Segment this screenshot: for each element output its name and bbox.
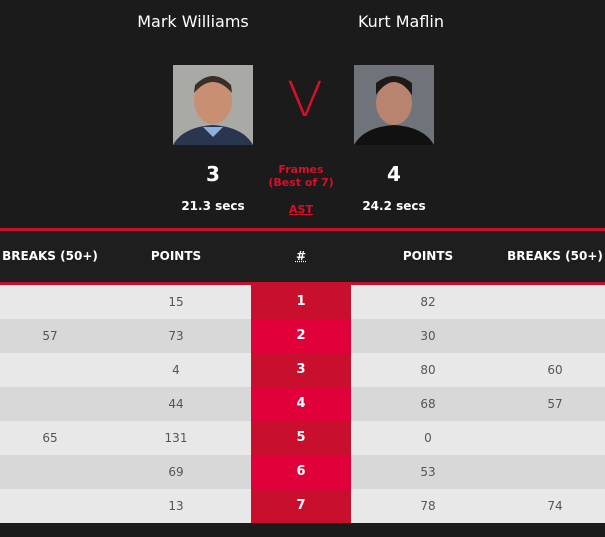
p2-breaks: 57 <box>547 397 563 411</box>
p2-breaks: 60 <box>547 363 563 377</box>
player2-frames: 4 <box>387 162 401 186</box>
player2-ast: 24.2 secs <box>362 199 426 213</box>
p2-breaks: 74 <box>547 499 563 513</box>
table-row: 44 4 68 57 <box>0 387 605 421</box>
table-row: 15 1 82 <box>0 285 605 319</box>
p2-points: 80 <box>420 363 436 377</box>
p1-points: 13 <box>168 499 184 513</box>
p1-breaks: 65 <box>42 431 58 445</box>
player1-name[interactable]: Mark Williams <box>137 12 249 31</box>
match-header: Mark Williams Kurt Maflin V 3 4 Frames (B… <box>0 0 605 228</box>
player2-name[interactable]: Kurt Maflin <box>357 12 445 31</box>
frame-number: 6 <box>251 455 351 489</box>
header-p2-points: POINTS <box>402 249 454 263</box>
p1-points: 69 <box>168 465 184 479</box>
p2-points: 0 <box>424 431 432 445</box>
header-p2-breaks: BREAKS (50+) <box>507 249 603 263</box>
p2-points: 82 <box>420 295 436 309</box>
ast-label[interactable]: AST <box>289 203 313 216</box>
frame-number: 3 <box>251 353 351 387</box>
frame-number: 4 <box>251 387 351 421</box>
frame-number: 2 <box>251 319 351 353</box>
player1-frames: 3 <box>206 162 220 186</box>
p1-points: 131 <box>164 431 188 445</box>
frame-number: 5 <box>251 421 351 455</box>
table-row: 57 73 2 30 <box>0 319 605 353</box>
frames-text: Frames <box>278 163 324 176</box>
header-p1-points: POINTS <box>150 249 202 263</box>
header-frame[interactable]: # <box>295 249 307 263</box>
p2-points: 30 <box>420 329 436 343</box>
divider <box>0 282 605 285</box>
frame-number: 1 <box>251 285 351 319</box>
p2-points: 68 <box>420 397 436 411</box>
player2-photo <box>354 65 434 145</box>
player1-ast: 21.3 secs <box>181 199 245 213</box>
versus-label: V <box>286 72 324 128</box>
divider <box>0 228 605 231</box>
p1-breaks: 57 <box>42 329 58 343</box>
header-p1-breaks: BREAKS (50+) <box>2 249 98 263</box>
table-row: 69 6 53 <box>0 455 605 489</box>
p1-points: 4 <box>172 363 180 377</box>
table-row: 65 131 5 0 <box>0 421 605 455</box>
frames-label: Frames (Best of 7) <box>251 163 351 189</box>
table-row: 4 3 80 60 <box>0 353 605 387</box>
frame-number: 7 <box>251 489 351 523</box>
p2-points: 53 <box>420 465 436 479</box>
frames-table: 15 1 82 57 73 2 30 4 3 80 60 44 4 68 57 65 131 5 0 69 6 53 13 7… <box>0 285 605 523</box>
p2-points: 78 <box>420 499 436 513</box>
p1-points: 15 <box>168 295 184 309</box>
table-header: BREAKS (50+) POINTS # POINTS BREAKS (50+… <box>0 231 605 282</box>
table-row: 13 7 78 74 <box>0 489 605 523</box>
best-of-text: (Best of 7) <box>268 176 334 189</box>
p1-points: 44 <box>168 397 184 411</box>
player1-photo <box>173 65 253 145</box>
p1-points: 73 <box>168 329 184 343</box>
